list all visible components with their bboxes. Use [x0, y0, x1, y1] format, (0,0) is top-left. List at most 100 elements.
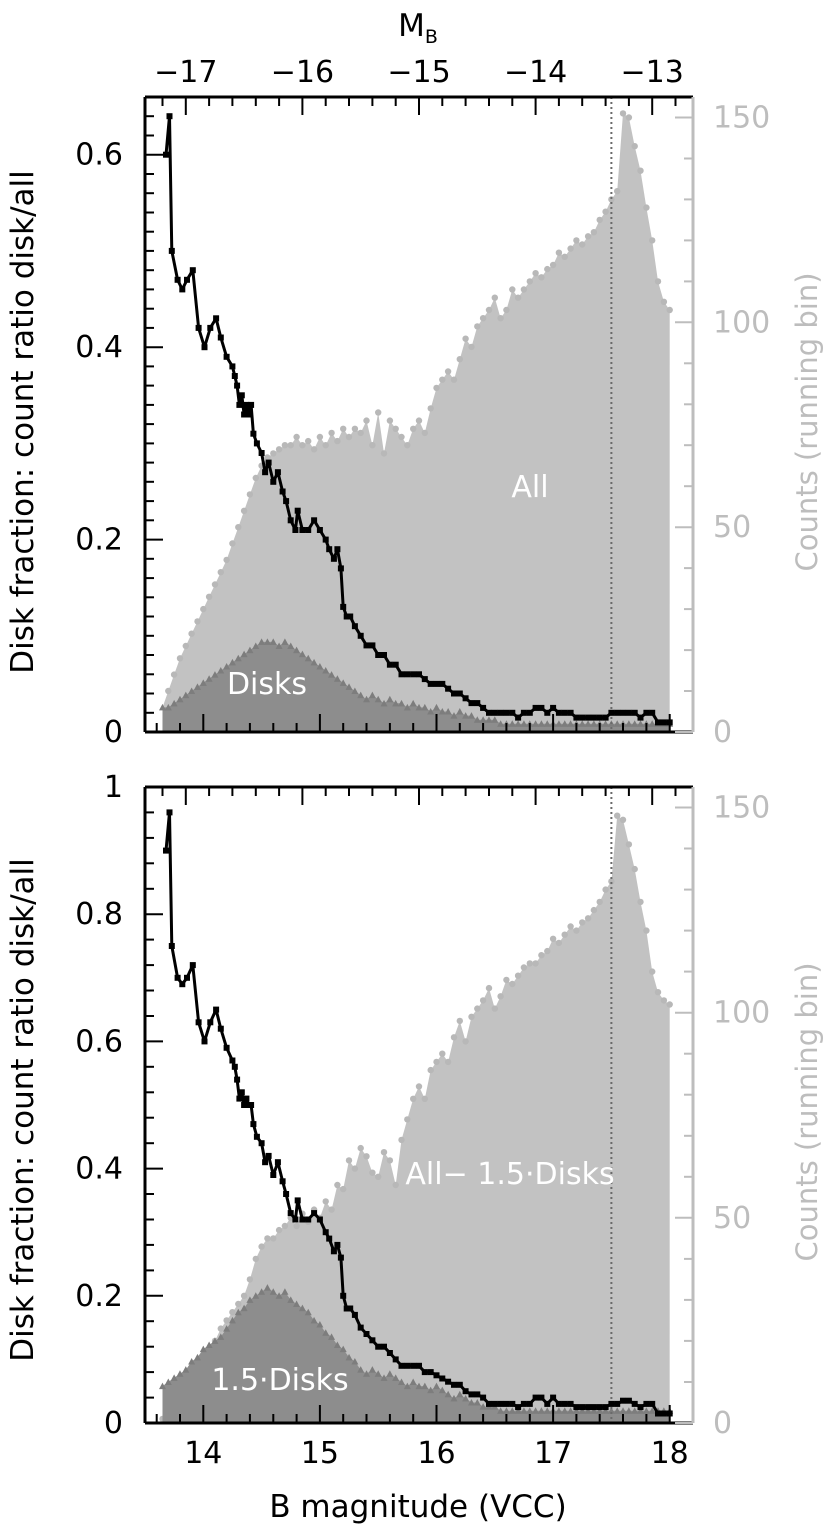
disk-fraction-point	[398, 671, 405, 678]
y2-tick-label: 100	[713, 305, 770, 340]
disk-fraction-point	[337, 565, 344, 572]
disk-fraction-point	[316, 527, 323, 533]
disk-count-point	[269, 1288, 277, 1295]
disk-fraction-point	[416, 1362, 422, 1369]
y2-tick-label: 150	[713, 101, 770, 136]
disk-count-point	[322, 1329, 330, 1336]
all-count-point	[631, 143, 638, 150]
disk-count-point	[497, 1407, 505, 1414]
disk-fraction-point	[520, 709, 527, 716]
disk-fraction-point	[326, 546, 333, 553]
disk-fraction-point	[655, 719, 661, 726]
all-count-point	[334, 437, 341, 445]
all-count-point	[573, 927, 580, 934]
all-count-point	[217, 1325, 224, 1332]
all-count-point	[433, 384, 440, 392]
disk-count-point	[497, 720, 505, 727]
all-count-point	[357, 429, 364, 437]
all-count-point	[584, 233, 592, 240]
disk-fraction-point	[334, 546, 341, 553]
all-area-label: All− 1.5·Disks	[405, 1157, 614, 1192]
all-count-point	[567, 245, 574, 252]
disk-fraction-point	[655, 1410, 661, 1417]
disk-fraction-point	[270, 1172, 277, 1178]
disk-count-point	[613, 720, 621, 727]
disk-fraction-point	[201, 1038, 208, 1045]
all-count-point	[549, 935, 557, 942]
disk-fraction-point	[649, 709, 656, 716]
disk-count-point	[263, 1284, 271, 1291]
disk-count-point	[427, 1386, 435, 1394]
disk-count-point	[537, 720, 545, 727]
disk-fraction-point	[643, 709, 650, 716]
all-count-point	[240, 507, 248, 514]
disk-fraction-point	[201, 344, 208, 351]
disk-fraction-point	[445, 685, 452, 692]
all-count-point	[444, 368, 452, 375]
all-count-point	[520, 286, 528, 293]
disk-fraction-point	[392, 1356, 399, 1363]
disk-count-point	[467, 1398, 475, 1406]
disk-fraction-point	[503, 1400, 510, 1407]
disk-fraction-point	[357, 632, 364, 639]
disk-count-point	[596, 1407, 604, 1414]
disk-count-point	[520, 1407, 528, 1414]
disk-count-point	[281, 638, 289, 645]
all-count-point	[538, 274, 545, 281]
disk-count-point	[403, 1382, 411, 1390]
disk-count-point	[328, 1333, 336, 1340]
all-count-point	[328, 429, 335, 437]
disk-count-point	[450, 1394, 458, 1402]
all-count-point	[497, 315, 504, 322]
disk-count-point	[240, 1304, 248, 1312]
disk-fraction-point	[258, 1140, 265, 1147]
all-count-point	[631, 865, 638, 873]
all-count-point	[444, 1058, 452, 1066]
disk-count-point	[520, 720, 528, 727]
all-count-point	[363, 417, 370, 424]
all-count-point	[637, 167, 644, 174]
all-count-point	[345, 1157, 353, 1164]
all-count-point	[619, 816, 627, 823]
all-count-point	[235, 524, 242, 531]
disk-fraction-point	[451, 690, 457, 697]
all-count-point	[468, 343, 475, 351]
all-count-point	[485, 306, 493, 314]
all-count-point	[561, 931, 568, 938]
panel-bottom: All− 1.5·Disks 1.5·Disks 0 0.2 0.4 0.6 0.8 1 0 50…	[75, 770, 770, 1471]
disk-fraction-point	[258, 450, 265, 456]
all-count-point	[479, 997, 487, 1004]
all-count-point	[299, 442, 306, 449]
disk-fraction-point	[381, 1343, 387, 1350]
all-count-point	[392, 425, 399, 432]
all-count-point	[462, 1038, 469, 1045]
disk-count-point	[228, 1316, 236, 1324]
all-count-point	[182, 642, 189, 650]
disk-count-point	[648, 720, 656, 727]
disk-fraction-point	[357, 1324, 364, 1331]
disk-fraction-point	[340, 1292, 347, 1299]
disk-count-point	[205, 675, 213, 682]
disk-fraction-point	[283, 1191, 290, 1197]
all-count-point	[433, 1058, 440, 1066]
all-count-point	[275, 446, 283, 453]
disk-fraction-point	[427, 1369, 434, 1376]
disk-fraction-point	[386, 661, 393, 668]
disk-count-point	[176, 1370, 184, 1377]
x-axis-title: B magnitude (VCC)	[269, 1489, 566, 1525]
disk-fraction-point	[217, 1025, 224, 1032]
disk-fraction-point	[421, 1369, 428, 1376]
all-count-point	[205, 593, 213, 600]
disk-count-point	[263, 638, 271, 645]
disk-count-point	[432, 1382, 440, 1390]
disk-count-point	[351, 687, 359, 695]
disk-count-point	[392, 1374, 400, 1381]
disk-fraction-point	[550, 1394, 557, 1401]
all-count-point	[544, 947, 551, 955]
disk-fraction-point	[410, 671, 417, 678]
disk-fraction-point	[241, 1102, 248, 1108]
disk-count-point	[555, 1407, 563, 1414]
disk-count-point	[357, 1366, 365, 1373]
disk-count-point	[275, 1292, 283, 1299]
all-count-point	[439, 376, 446, 383]
